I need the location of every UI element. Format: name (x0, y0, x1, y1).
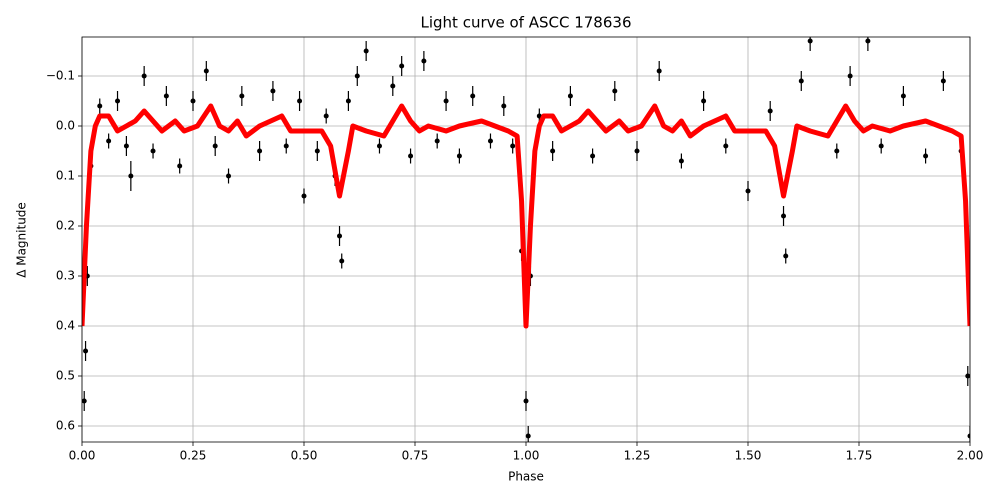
data-point (745, 188, 751, 194)
data-point (940, 78, 946, 84)
data-point (701, 98, 707, 104)
model-line (82, 103, 970, 329)
data-point (141, 73, 147, 79)
data-point (487, 138, 493, 144)
x-tick-label: 0.00 (69, 449, 96, 463)
y-tick-label: 0.4 (56, 319, 75, 333)
x-tick-label: 1.25 (624, 449, 651, 463)
data-point (510, 143, 516, 149)
y-tick-label: 0.6 (56, 419, 75, 433)
x-tick-label: 1.00 (513, 449, 540, 463)
data-point (847, 73, 853, 79)
data-point (434, 138, 440, 144)
data-point (900, 93, 906, 99)
data-point (865, 38, 871, 44)
data-point (363, 48, 369, 54)
x-tick-label: 2.00 (957, 449, 984, 463)
data-point (239, 93, 245, 99)
data-point (612, 88, 618, 94)
data-point (212, 143, 218, 149)
data-point (314, 148, 320, 154)
plot-frame (81, 36, 971, 443)
data-point (226, 173, 232, 179)
data-point (834, 148, 840, 154)
data-point (656, 68, 662, 74)
data-point (283, 143, 289, 149)
y-tick-label: 0.0 (56, 119, 75, 133)
data-point (177, 163, 183, 169)
x-tick-label: 1.75 (846, 449, 873, 463)
data-point (301, 193, 307, 199)
data-point (967, 433, 970, 439)
data-point (421, 58, 427, 64)
y-tick-label: 0.5 (56, 369, 75, 383)
data-point (525, 433, 531, 439)
data-point (190, 98, 196, 104)
x-tick-label: 0.75 (402, 449, 429, 463)
x-axis-label: Phase (508, 470, 544, 484)
data-point (798, 78, 804, 84)
data-point (339, 258, 345, 264)
data-point (270, 88, 276, 94)
data-point (443, 98, 449, 104)
data-point (354, 73, 360, 79)
data-point (923, 153, 929, 159)
data-point (783, 253, 789, 259)
data-point (723, 143, 729, 149)
data-point (878, 143, 884, 149)
data-point (323, 113, 329, 119)
data-point (567, 93, 573, 99)
data-point (376, 143, 382, 149)
y-tick-label: 0.1 (56, 169, 75, 183)
data-point (781, 213, 787, 219)
data-point (97, 103, 103, 109)
y-tick-label: 0.3 (56, 269, 75, 283)
data-point (337, 233, 343, 239)
y-tick-label: 0.2 (56, 219, 75, 233)
data-point (408, 153, 414, 159)
data-point (163, 93, 169, 99)
data-point (501, 103, 507, 109)
data-point (297, 98, 303, 104)
data-point (106, 138, 112, 144)
data-point (345, 98, 351, 104)
data-point (807, 38, 813, 44)
data-point (634, 148, 640, 154)
chart-title: Light curve of ASCC 178636 (421, 14, 632, 32)
data-point (123, 143, 129, 149)
data-point (456, 153, 462, 159)
y-axis-label: Δ Magnitude (15, 202, 29, 278)
data-point (399, 63, 405, 69)
x-tick-label: 0.25 (180, 449, 207, 463)
data-point (203, 68, 209, 74)
data-point (590, 153, 596, 159)
data-point (150, 148, 156, 154)
data-point (550, 148, 556, 154)
data-point (115, 98, 121, 104)
x-tick-label: 0.50 (291, 449, 318, 463)
data-point (128, 173, 134, 179)
data-point (390, 83, 396, 89)
data-point (257, 148, 263, 154)
x-tick-label: 1.50 (735, 449, 762, 463)
data-point (470, 93, 476, 99)
data-point (83, 348, 89, 354)
data-point (523, 398, 529, 404)
y-tick-label: −0.1 (46, 69, 75, 83)
data-point (82, 398, 87, 404)
data-point (965, 373, 970, 379)
data-point (678, 158, 684, 164)
data-point (767, 108, 773, 114)
